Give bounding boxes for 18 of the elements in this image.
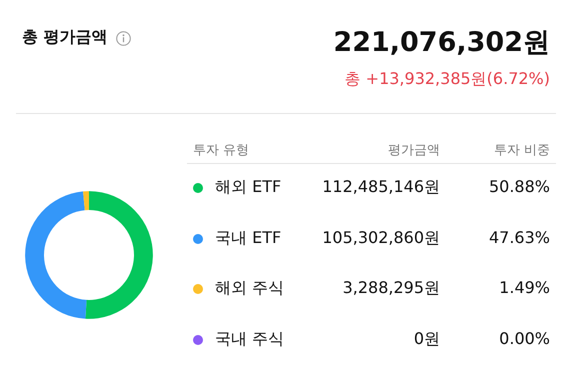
legend-label: 해외 주식	[215, 278, 284, 299]
chart-title: 총 평가금액	[22, 27, 108, 48]
data-label: 112,485,146원	[322, 177, 440, 198]
text: 평가금액	[388, 142, 440, 159]
legend-label: 국내 주식	[215, 328, 284, 350]
data-label: 3,288,295원	[342, 278, 440, 299]
text: 1.49%	[499, 278, 550, 297]
text: 0원	[414, 328, 440, 348]
legend-label: 해외 ETF	[215, 177, 282, 198]
text: 투자 유형	[193, 142, 250, 159]
legend-label: 국내 ETF	[215, 228, 282, 248]
text: 총 +13,932,385원(6.72%)	[344, 69, 550, 90]
text: 투자 비중	[494, 142, 550, 159]
text: 50.88%	[488, 177, 550, 196]
chart-subtitle: 221,076,302원	[333, 26, 550, 60]
text: 0.00%	[499, 328, 550, 348]
text: 47.63%	[488, 228, 550, 246]
data-label: 105,302,860원	[322, 228, 440, 248]
